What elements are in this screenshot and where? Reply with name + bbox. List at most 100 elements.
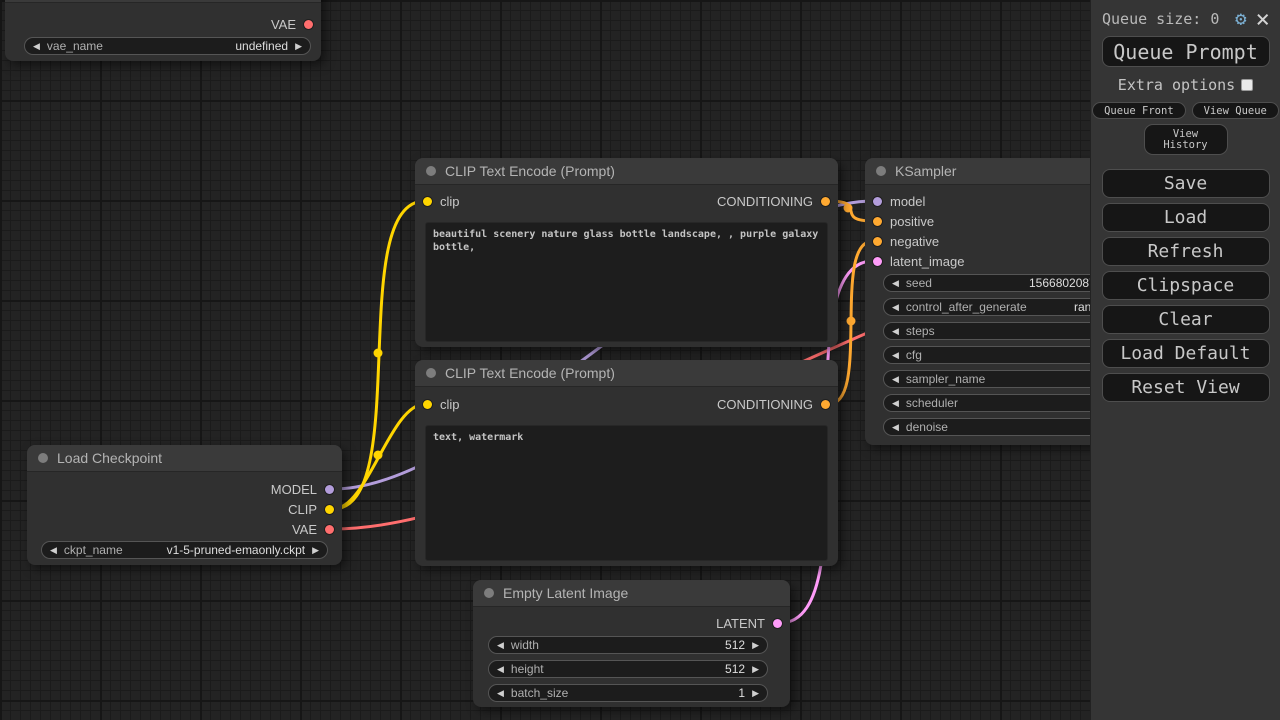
clip-port-icon[interactable]: [423, 196, 432, 206]
left-arrow-icon[interactable]: ◀: [892, 398, 899, 408]
extra-options-row: Extra options: [1117, 76, 1254, 94]
menu-header: Queue size: 0 ⚙ ×: [1091, 0, 1280, 33]
collapse-dot-icon[interactable]: [484, 588, 494, 598]
node-title-bar[interactable]: Empty Latent Image: [473, 580, 790, 607]
clear-button[interactable]: Clear: [1101, 305, 1270, 334]
node-title: Empty Latent Image: [503, 585, 629, 601]
queue-buttons-row: Queue Front View Queue: [1092, 102, 1279, 119]
node-ksampler[interactable]: KSampler model positive negative latent_…: [865, 158, 1125, 445]
output-model[interactable]: MODEL: [271, 479, 342, 499]
queue-prompt-button[interactable]: Queue Prompt: [1101, 36, 1270, 67]
save-button[interactable]: Save: [1101, 169, 1270, 198]
vae-port-icon[interactable]: [304, 19, 313, 29]
conditioning-port-icon[interactable]: [821, 399, 830, 409]
left-arrow-icon[interactable]: ◀: [497, 664, 504, 674]
node-title-bar[interactable]: Load Checkpoint: [27, 445, 342, 472]
right-arrow-icon[interactable]: ▶: [752, 688, 759, 698]
clipspace-button[interactable]: Clipspace: [1101, 271, 1270, 300]
left-arrow-icon[interactable]: ◀: [892, 422, 899, 432]
vae-port-icon[interactable]: [325, 524, 334, 534]
output-conditioning[interactable]: CONDITIONING: [717, 194, 830, 209]
view-history-button[interactable]: View History: [1143, 124, 1228, 155]
conditioning-port-icon[interactable]: [821, 196, 830, 206]
reset-view-button[interactable]: Reset View: [1101, 373, 1270, 402]
output-latent[interactable]: LATENT: [716, 613, 790, 633]
node-title-bar[interactable]: CLIP Text Encode (Prompt): [415, 360, 838, 387]
widget-batch-size[interactable]: ◀ batch_size 1 ▶: [488, 684, 768, 702]
node-title: KSampler: [895, 163, 957, 179]
left-arrow-icon[interactable]: ◀: [892, 350, 899, 360]
output-clip[interactable]: CLIP: [288, 499, 342, 519]
widget-denoise[interactable]: ◀ denoise: [883, 418, 1113, 436]
load-button[interactable]: Load: [1101, 203, 1270, 232]
left-arrow-icon[interactable]: ◀: [497, 640, 504, 650]
link-dot: [843, 203, 853, 213]
right-arrow-icon[interactable]: ▶: [752, 640, 759, 650]
node-title-bar[interactable]: [5, 0, 321, 3]
model-port-icon[interactable]: [873, 196, 882, 206]
widget-cfg[interactable]: ◀ cfg: [883, 346, 1113, 364]
node-load-vae[interactable]: VAE ◀ vae_name undefined ▶: [5, 0, 321, 61]
input-latent-image[interactable]: latent_image: [865, 251, 964, 271]
collapse-dot-icon[interactable]: [426, 166, 436, 176]
node-clip-text-encode-positive[interactable]: CLIP Text Encode (Prompt) clip CONDITION…: [415, 158, 838, 347]
input-positive[interactable]: positive: [865, 211, 934, 231]
conditioning-port-icon[interactable]: [873, 216, 882, 226]
close-icon[interactable]: ×: [1255, 5, 1270, 33]
refresh-button[interactable]: Refresh: [1101, 237, 1270, 266]
input-negative[interactable]: negative: [865, 231, 939, 251]
left-arrow-icon[interactable]: ◀: [497, 688, 504, 698]
latent-port-icon[interactable]: [773, 618, 782, 628]
input-clip[interactable]: clip: [423, 397, 460, 412]
node-title-bar[interactable]: CLIP Text Encode (Prompt): [415, 158, 838, 185]
widget-seed[interactable]: ◀ seed 1566802087: [883, 274, 1113, 292]
node-load-checkpoint[interactable]: Load Checkpoint MODEL CLIP VAE ◀ ckpt_na…: [27, 445, 342, 565]
wire-clip-to-negative: [332, 402, 426, 511]
collapse-dot-icon[interactable]: [876, 166, 886, 176]
left-arrow-icon[interactable]: ◀: [892, 278, 899, 288]
prompt-textarea[interactable]: beautiful scenery nature glass bottle la…: [425, 222, 828, 342]
extra-options-label: Extra options: [1117, 76, 1236, 94]
conditioning-port-icon[interactable]: [873, 236, 882, 246]
clip-port-icon[interactable]: [423, 399, 432, 409]
widget-width[interactable]: ◀ width 512 ▶: [488, 636, 768, 654]
left-arrow-icon[interactable]: ◀: [33, 41, 40, 51]
comfy-menu: Queue size: 0 ⚙ × Queue Prompt Extra opt…: [1090, 0, 1280, 720]
left-arrow-icon[interactable]: ◀: [892, 302, 899, 312]
widget-height[interactable]: ◀ height 512 ▶: [488, 660, 768, 678]
collapse-dot-icon[interactable]: [426, 368, 436, 378]
node-title-bar[interactable]: KSampler: [865, 158, 1125, 185]
right-arrow-icon[interactable]: ▶: [295, 41, 302, 51]
right-arrow-icon[interactable]: ▶: [752, 664, 759, 674]
clip-port-icon[interactable]: [325, 504, 334, 514]
view-queue-button[interactable]: View Queue: [1191, 102, 1279, 119]
collapse-dot-icon[interactable]: [38, 453, 48, 463]
model-port-icon[interactable]: [325, 484, 334, 494]
output-conditioning[interactable]: CONDITIONING: [717, 397, 830, 412]
node-title: Load Checkpoint: [57, 450, 163, 466]
output-vae[interactable]: VAE: [292, 519, 342, 539]
widget-vae-name[interactable]: ◀ vae_name undefined ▶: [24, 37, 311, 55]
right-arrow-icon[interactable]: ▶: [312, 545, 319, 555]
widget-control-after-generate[interactable]: ◀ control_after_generate ran: [883, 298, 1113, 316]
input-clip[interactable]: clip: [423, 194, 460, 209]
extra-options-checkbox[interactable]: [1241, 79, 1254, 91]
node-clip-text-encode-negative[interactable]: CLIP Text Encode (Prompt) clip CONDITION…: [415, 360, 838, 566]
left-arrow-icon[interactable]: ◀: [892, 326, 899, 336]
queue-front-button[interactable]: Queue Front: [1092, 102, 1186, 119]
input-model[interactable]: model: [865, 191, 925, 211]
widget-scheduler[interactable]: ◀ scheduler: [883, 394, 1113, 412]
prompt-textarea[interactable]: text, watermark: [425, 425, 828, 561]
left-arrow-icon[interactable]: ◀: [50, 545, 57, 555]
output-vae[interactable]: VAE: [271, 14, 321, 34]
latent-port-icon[interactable]: [873, 256, 882, 266]
widget-sampler-name[interactable]: ◀ sampler_name: [883, 370, 1113, 388]
widget-steps[interactable]: ◀ steps: [883, 322, 1113, 340]
left-arrow-icon[interactable]: ◀: [892, 374, 899, 384]
widget-ckpt-name[interactable]: ◀ ckpt_name v1-5-pruned-emaonly.ckpt ▶: [41, 541, 328, 559]
gear-icon[interactable]: ⚙: [1235, 7, 1247, 30]
node-title: CLIP Text Encode (Prompt): [445, 365, 615, 381]
node-empty-latent-image[interactable]: Empty Latent Image LATENT ◀ width 512 ▶ …: [473, 580, 790, 707]
load-default-button[interactable]: Load Default: [1101, 339, 1270, 368]
